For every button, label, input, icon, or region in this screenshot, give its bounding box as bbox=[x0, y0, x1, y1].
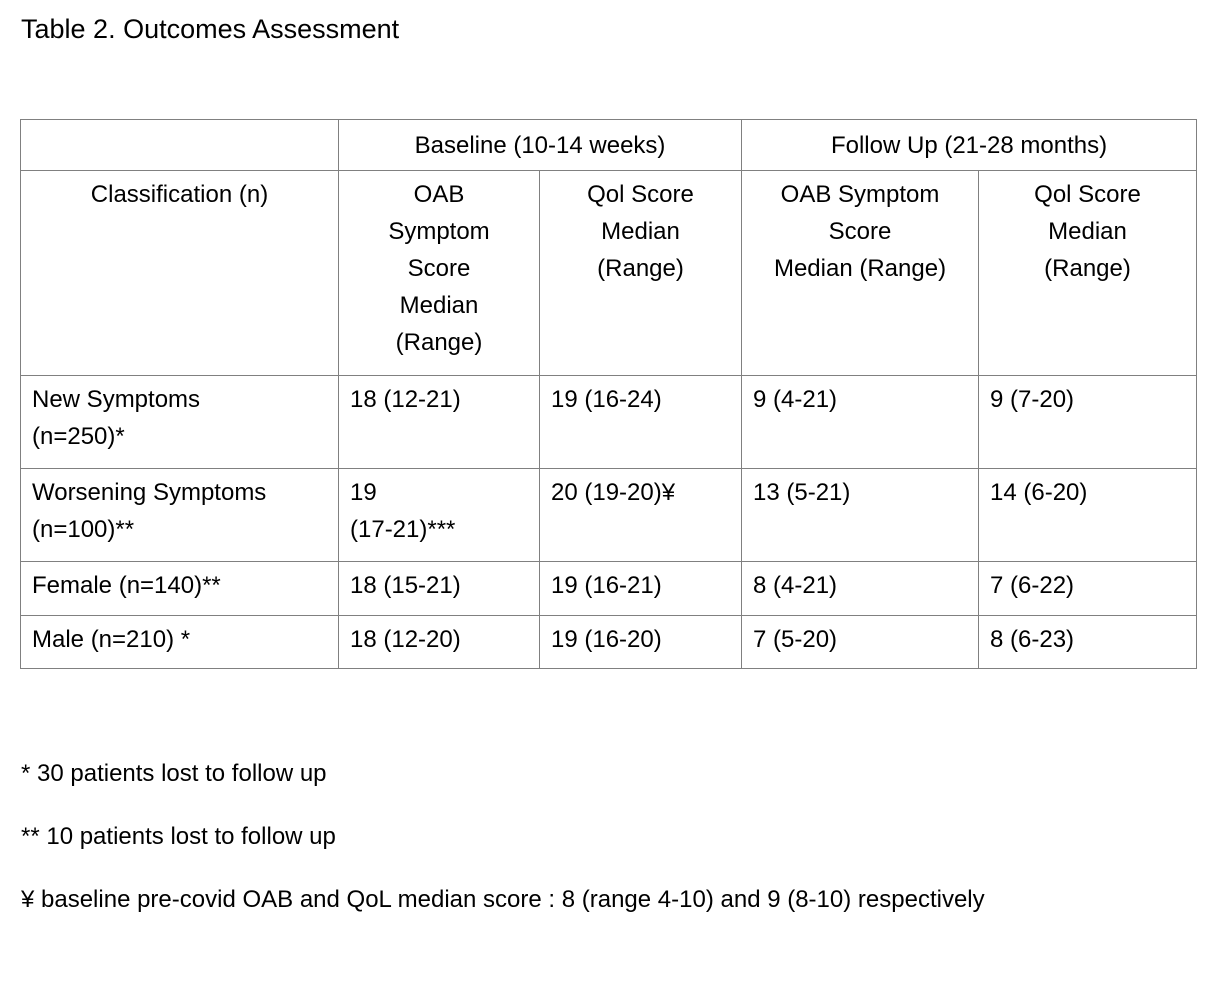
column-header-classification: Classification (n) bbox=[20, 170, 339, 376]
page-title: Table 2. Outcomes Assessment bbox=[21, 14, 400, 44]
footnote-single-asterisk: * 30 patients lost to follow up bbox=[21, 760, 327, 787]
footnote-double-asterisk: ** 10 patients lost to follow up bbox=[21, 823, 336, 850]
cell-baseline-qol: 19 (16-21) bbox=[538, 561, 743, 616]
cell-followup-qol: 14 (6-20) bbox=[978, 468, 1198, 562]
cell-followup-qol: 8 (6-23) bbox=[978, 615, 1198, 669]
cell-baseline-oab: 18 (12-21) bbox=[338, 375, 540, 469]
table-row-female: Female (n=140)** 18 (15-21) 19 (16-21) 8… bbox=[20, 561, 1198, 616]
outcomes-table: Baseline (10-14 weeks) Follow Up (21-28 … bbox=[20, 119, 1198, 669]
cell-followup-qol: 7 (6-22) bbox=[978, 561, 1198, 616]
cell-baseline-oab: 18 (12-20) bbox=[338, 615, 540, 669]
table-row-worsening-symptoms: Worsening Symptoms (n=100)** 19 (17-21)*… bbox=[20, 468, 1198, 562]
table-row-male: Male (n=210) * 18 (12-20) 19 (16-20) 7 (… bbox=[20, 615, 1198, 669]
cell-followup-oab: 7 (5-20) bbox=[741, 615, 980, 669]
cell-baseline-qol: 19 (16-20) bbox=[538, 615, 743, 669]
cell-baseline-oab: 18 (15-21) bbox=[338, 561, 540, 616]
header-group-followup: Follow Up (21-28 months) bbox=[741, 119, 1198, 171]
header-group-row: Baseline (10-14 weeks) Follow Up (21-28 … bbox=[20, 119, 1198, 171]
footnote-yen: ¥ baseline pre-covid OAB and QoL median … bbox=[21, 886, 985, 913]
cell-classification: Worsening Symptoms (n=100)** bbox=[20, 468, 339, 562]
corner-cell bbox=[20, 119, 339, 171]
table-row-new-symptoms: New Symptoms (n=250)* 18 (12-21) 19 (16-… bbox=[20, 375, 1198, 469]
cell-classification: Male (n=210) * bbox=[20, 615, 339, 669]
column-header-row: Classification (n) OAB Symptom Score Med… bbox=[20, 170, 1198, 376]
cell-baseline-oab: 19 (17-21)*** bbox=[338, 468, 540, 562]
cell-classification: New Symptoms (n=250)* bbox=[20, 375, 339, 469]
cell-followup-qol: 9 (7-20) bbox=[978, 375, 1198, 469]
column-header-followup-qol: Qol Score Median (Range) bbox=[978, 170, 1198, 376]
cell-baseline-qol: 19 (16-24) bbox=[538, 375, 743, 469]
column-header-baseline-qol: Qol Score Median (Range) bbox=[538, 170, 743, 376]
cell-classification: Female (n=140)** bbox=[20, 561, 339, 616]
cell-followup-oab: 8 (4-21) bbox=[741, 561, 980, 616]
cell-followup-oab: 9 (4-21) bbox=[741, 375, 980, 469]
header-group-baseline: Baseline (10-14 weeks) bbox=[337, 119, 743, 171]
cell-followup-oab: 13 (5-21) bbox=[741, 468, 980, 562]
column-header-baseline-oab: OAB Symptom Score Median (Range) bbox=[338, 170, 540, 376]
column-header-followup-oab: OAB Symptom Score Median (Range) bbox=[741, 170, 980, 376]
cell-baseline-qol: 20 (19-20)¥ bbox=[538, 468, 743, 562]
